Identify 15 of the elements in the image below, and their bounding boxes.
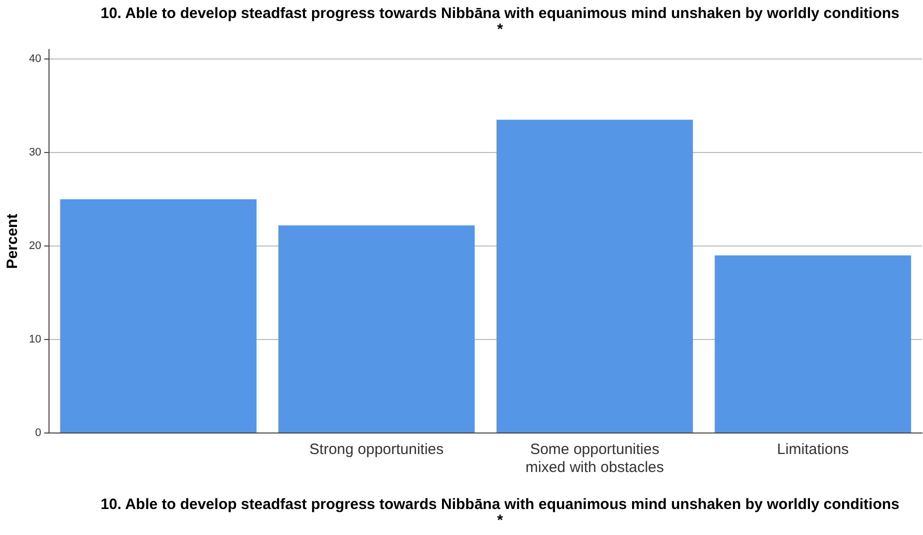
x-tick-label: Strong opportunities [309, 441, 444, 458]
bar [278, 225, 475, 432]
y-tick-label: 10 [28, 334, 42, 346]
x-tick-label: Limitations [777, 441, 849, 458]
y-tick-label: 0 [35, 427, 42, 440]
y-tick-label: 20 [28, 240, 42, 252]
bar [496, 120, 693, 432]
x-axis-title: 10. Able to develop steadfast progress towards Nibbāna with equanimous mind unshaken by worldly conditions * [100, 496, 900, 529]
y-tick-label: 30 [28, 146, 42, 158]
y-axis-title: Percent [4, 214, 22, 269]
x-tick-label: Some opportunities mixed with obstacles [526, 441, 664, 476]
y-tick-label: 40 [28, 52, 42, 65]
bar [60, 199, 257, 432]
bar [714, 255, 912, 432]
chart-title: 10. Able to develop steadfast progress towards Nibbāna with equanimous mind unshaken by worldly conditions * [100, 5, 900, 38]
